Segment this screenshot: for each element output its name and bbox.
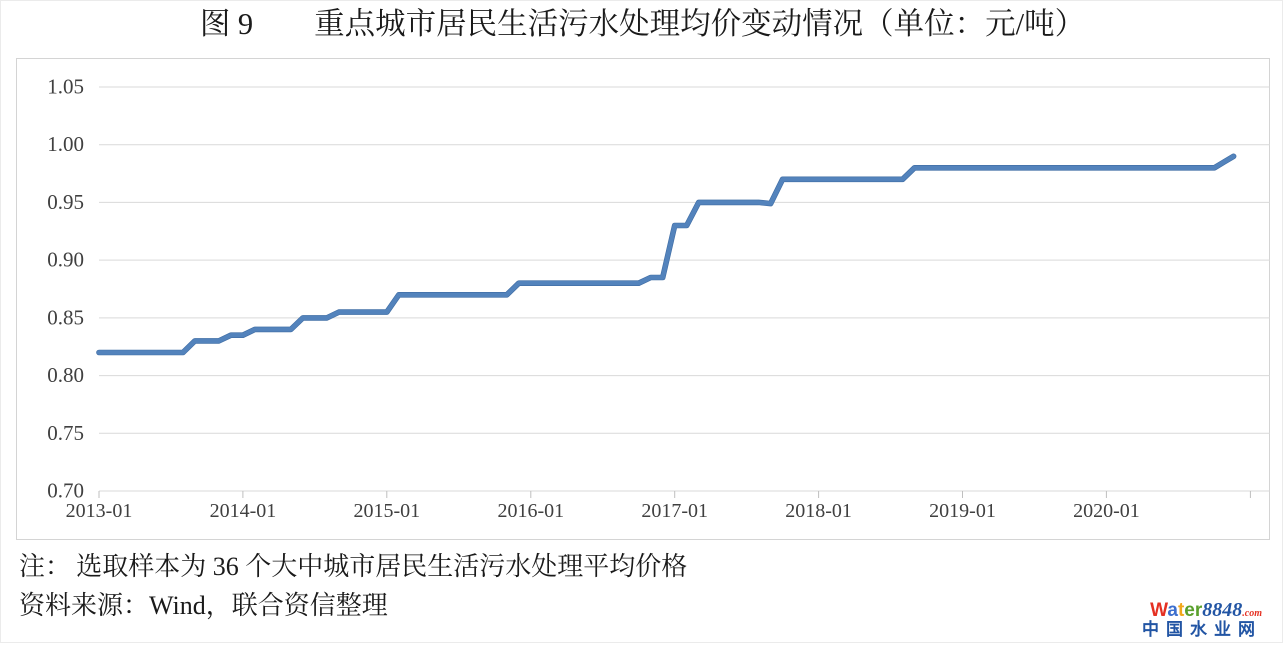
svg-text:2015-01: 2015-01 <box>353 500 420 522</box>
svg-text:0.80: 0.80 <box>47 363 84 387</box>
svg-text:0.90: 0.90 <box>47 248 84 272</box>
svg-text:2016-01: 2016-01 <box>497 500 564 522</box>
svg-text:0.85: 0.85 <box>47 305 84 329</box>
svg-text:2014-01: 2014-01 <box>210 500 277 522</box>
svg-text:0.70: 0.70 <box>47 479 84 503</box>
svg-text:2020-01: 2020-01 <box>1073 500 1140 522</box>
svg-text:2017-01: 2017-01 <box>641 500 708 522</box>
svg-text:2019-01: 2019-01 <box>929 500 996 522</box>
svg-text:2013-01: 2013-01 <box>66 500 133 522</box>
svg-text:1.00: 1.00 <box>47 132 84 156</box>
svg-text:0.75: 0.75 <box>47 421 84 445</box>
svg-text:0.95: 0.95 <box>47 190 84 214</box>
svg-text:1.05: 1.05 <box>47 75 84 99</box>
svg-text:2018-01: 2018-01 <box>785 500 852 522</box>
